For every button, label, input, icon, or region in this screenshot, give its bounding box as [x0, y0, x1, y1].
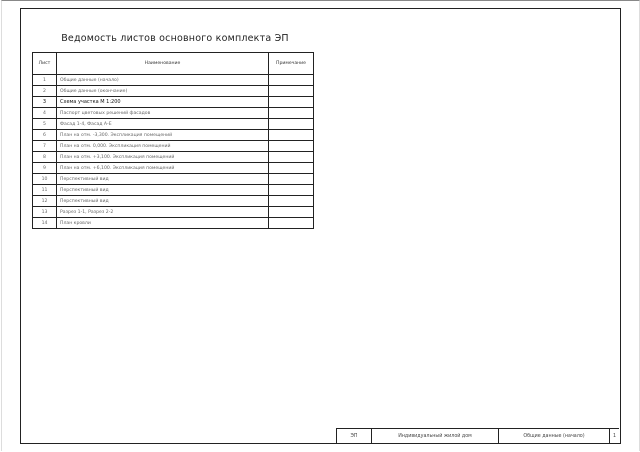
cell-name: Перспективный вид: [56, 184, 269, 196]
cell-name: План на отм. -3,300. Экспликация помещен…: [56, 129, 269, 141]
table-row: 11 Перспективный вид: [32, 184, 314, 196]
cell-sheet-number: 6: [32, 129, 57, 141]
cell-name: План на отм. +6,100. Экспликация помещен…: [56, 162, 269, 174]
cell-sheet-number: 9: [32, 162, 57, 174]
cell-name: Общие данные (начало): [56, 74, 269, 86]
table-row: 3 Схема участка М 1:200: [32, 96, 314, 108]
cell-sheet-number: 7: [32, 140, 57, 152]
table-row: 7 План на отм. 0,000. Экспликация помещен…: [32, 140, 314, 152]
table-row: 1 Общие данные (начало): [32, 74, 314, 86]
cell-note: [268, 140, 314, 152]
cell-sheet-number: 2: [32, 85, 57, 97]
cell-sheet-number: 13: [32, 206, 57, 218]
cell-note: [268, 206, 314, 218]
drawing-frame: [20, 8, 621, 444]
table-row: 6 План на отм. -3,300. Экспликация помеще…: [32, 129, 314, 141]
cell-note: [268, 129, 314, 141]
header-note: Примечание: [268, 52, 314, 75]
title-block: ЭП Индивидуальный жилой дом Общие данные…: [336, 428, 619, 444]
table-row: 5 Фасад 1-4, Фасад А-Е: [32, 118, 314, 130]
cell-note: [268, 151, 314, 163]
cell-name: Разрез 1-1, Разрез 2-2: [56, 206, 269, 218]
cell-sheet-number: 10: [32, 173, 57, 185]
title-block-project: Индивидуальный жилой дом: [371, 429, 498, 444]
table-row: 4 Паспорт цветовых решений фасадов: [32, 107, 314, 119]
header-sheet: Лист: [32, 52, 57, 75]
cell-note: [268, 184, 314, 196]
cell-note: [268, 195, 314, 207]
cell-name: План кровли: [56, 217, 269, 229]
cell-note: [268, 118, 314, 130]
table-row: 12 Перспективный вид: [32, 195, 314, 207]
cell-name: Схема участка М 1:200: [56, 96, 269, 108]
cell-sheet-number: 4: [32, 107, 57, 119]
cell-sheet-number: 14: [32, 217, 57, 229]
cell-note: [268, 85, 314, 97]
title-block-code: ЭП: [336, 429, 371, 444]
cell-sheet-number: 12: [32, 195, 57, 207]
cell-sheet-number: 5: [32, 118, 57, 130]
cell-note: [268, 107, 314, 119]
cell-sheet-number: 8: [32, 151, 57, 163]
cell-name: Общие данные (окончание): [56, 85, 269, 97]
table-header-row: Лист Наименование Примечание: [32, 52, 314, 75]
sheet-list-table: Лист Наименование Примечание 1 Общие данн…: [32, 52, 314, 229]
cell-sheet-number: 1: [32, 74, 57, 86]
cell-name: План на отм. 0,000. Экспликация помещени…: [56, 140, 269, 152]
cell-name: Перспективный вид: [56, 173, 269, 185]
cell-note: [268, 74, 314, 86]
cell-note: [268, 217, 314, 229]
cell-name: Перспективный вид: [56, 195, 269, 207]
sheet-list-title: Ведомость листов основного комплекта ЭП: [61, 33, 289, 44]
title-block-sheet-number: 1: [609, 429, 619, 444]
title-block-sheet-name: Общие данные (начало): [498, 429, 609, 444]
cell-note: [268, 96, 314, 108]
cell-name: Паспорт цветовых решений фасадов: [56, 107, 269, 119]
table-row: 8 План на отм. +3,100. Экспликация помеще…: [32, 151, 314, 163]
cell-note: [268, 173, 314, 185]
table-row: 14 План кровли: [32, 217, 314, 229]
table-row: 9 План на отм. +6,100. Экспликация помеще…: [32, 162, 314, 174]
cell-sheet-number: 3: [32, 96, 57, 108]
table-row: 10 Перспективный вид: [32, 173, 314, 185]
header-name: Наименование: [56, 52, 269, 75]
cell-name: План на отм. +3,100. Экспликация помещен…: [56, 151, 269, 163]
cell-name: Фасад 1-4, Фасад А-Е: [56, 118, 269, 130]
cell-sheet-number: 11: [32, 184, 57, 196]
table-row: 13 Разрез 1-1, Разрез 2-2: [32, 206, 314, 218]
cell-note: [268, 162, 314, 174]
table-row: 2 Общие данные (окончание): [32, 85, 314, 97]
